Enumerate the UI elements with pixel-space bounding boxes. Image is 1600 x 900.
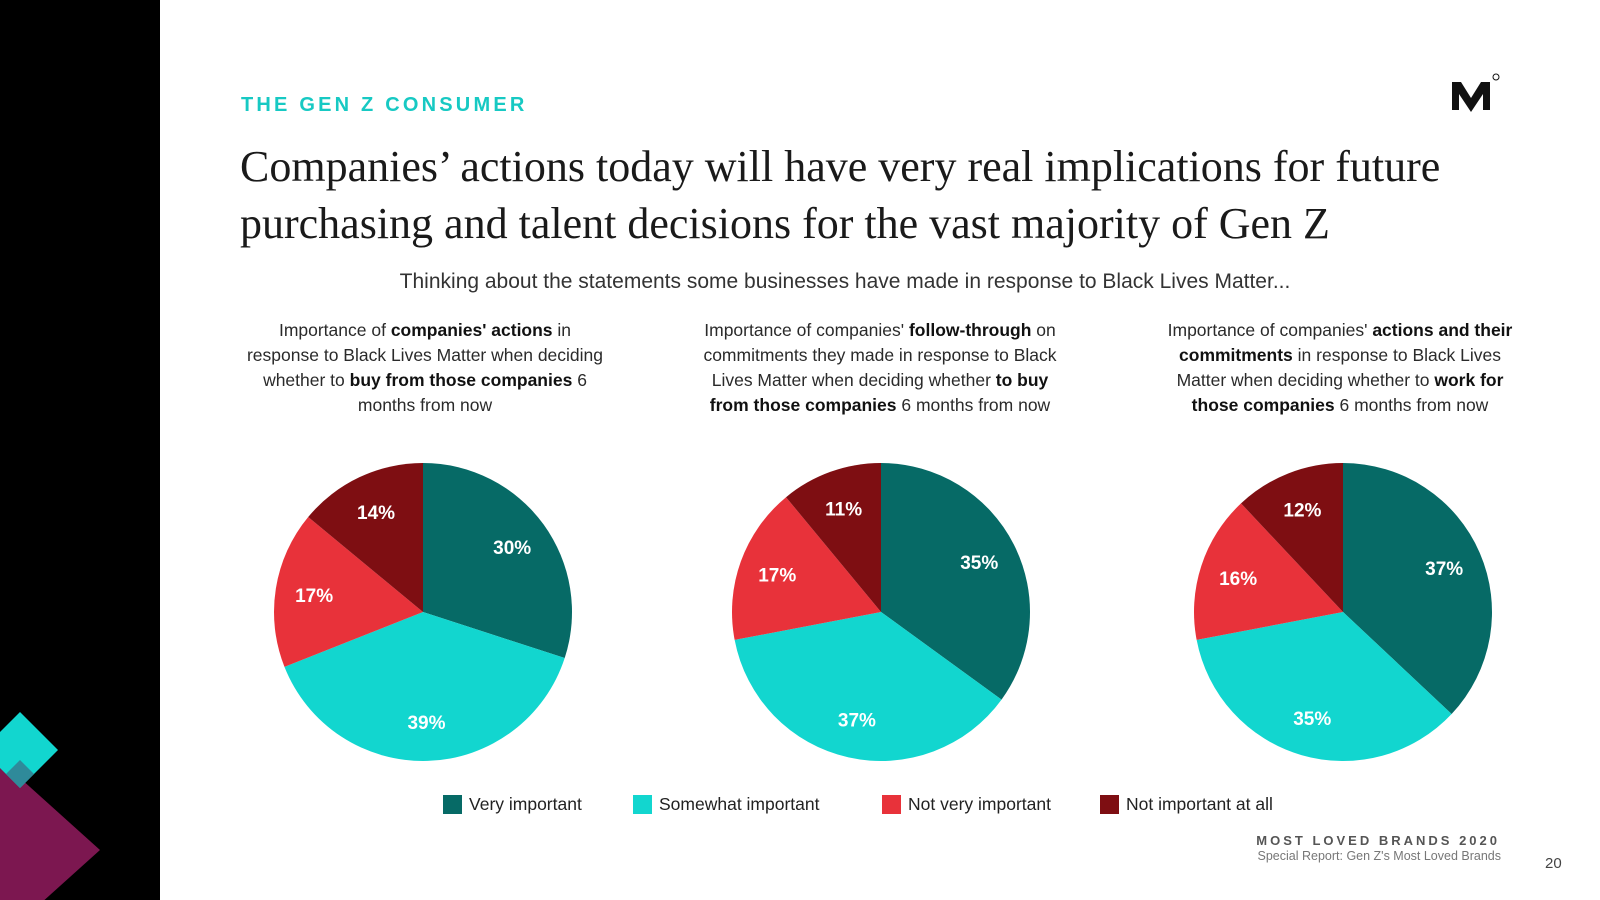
legend-swatch [443,795,462,814]
pie-label-very-important: 30% [493,538,531,559]
decorative-diamonds [0,712,100,900]
caption-text: 6 months from now [1334,395,1489,415]
headline-line-1: Companies’ actions today will have very … [240,142,1441,191]
overlap-diamond [6,760,34,788]
pie-chart-follow-through: 35% 37% 17% 11% [732,463,1030,761]
pie-label-not-very-important: 16% [1219,569,1257,590]
footer-title: MOST LOVED BRANDS 2020 [1256,833,1500,848]
caption-text: Importance of companies' [704,320,909,340]
pie-label-not-important-at-all: 12% [1283,500,1321,521]
pie-slice-somewhat-important [734,612,1002,761]
caption-text: in response to Black Lives Matter when d… [246,320,604,390]
caption-text: in response to Black Lives Matter when d… [1176,345,1501,390]
section-label: THE GEN Z CONSUMER [241,94,528,116]
pie-slice-very-important [881,463,1030,700]
magenta-diamond [0,760,100,900]
legend-item-somewhat-important: Somewhat important [633,794,820,815]
chart-1-caption: Importance of companies' actions in resp… [245,318,605,418]
pie-label-somewhat-important: 39% [407,713,445,734]
caption-bold-text: follow-through [908,320,1032,340]
legend-label: Very important [469,794,582,814]
page-headline: Companies’ actions today will have very … [240,138,1500,252]
caption-text: on commitments they made in response to … [703,320,1057,390]
caption-text: 6 months from now [357,370,587,415]
chart-subtitle: Thinking about the statements some busin… [399,270,1291,293]
legend-label: Somewhat important [659,794,820,814]
chart-legend: Very important Somewhat important Not ve… [0,794,1600,818]
legend-label: Not important at all [1126,794,1273,814]
pie-slice-not-important-at-all [308,463,423,612]
pie-chart-buy: 30% 39% 17% 14% [274,463,572,761]
caption-bold-text: actions and their commitments [1179,320,1513,365]
chart-2-caption: Importance of companies' follow-through … [700,318,1060,418]
caption-text: Importance of companies' [1167,320,1373,340]
pie-label-somewhat-important: 37% [838,711,876,732]
pie-slice-very-important [423,463,572,659]
pie-slice-somewhat-important [284,612,565,761]
left-sidebar-band [0,0,160,900]
caption-bold-text: work for those companies [1191,370,1504,415]
pie-label-not-very-important: 17% [758,566,796,587]
pie-slice-not-very-important [274,517,423,667]
page-number: 20 [1545,855,1562,872]
chart-3-caption: Importance of companies' actions and the… [1160,318,1520,418]
pie-chart-work-for: 37% 35% 16% 12% [1194,463,1492,761]
pie-slice-not-very-important [1194,503,1343,640]
caption-text: 6 months from now [896,395,1051,415]
caption-text: Importance of [278,320,391,340]
legend-swatch [882,795,901,814]
caption-bold-text: to buy from those companies [709,370,1049,415]
pie-slice-not-important-at-all [786,463,881,612]
legend-swatch [1100,795,1119,814]
footer-subtitle: Special Report: Gen Z's Most Loved Brand… [1257,849,1501,863]
legend-item-not-important-at-all: Not important at all [1100,794,1273,815]
pie-label-not-very-important: 17% [295,586,333,607]
legend-label: Not very important [908,794,1051,814]
pie-slice-not-important-at-all [1241,463,1343,612]
pie-label-not-important-at-all: 11% [825,499,862,520]
headline-line-2: purchasing and talent decisions for the … [240,199,1330,248]
caption-bold-text: companies' actions [390,320,553,340]
pie-slice-somewhat-important [1196,612,1452,761]
pie-slice-very-important [1343,463,1492,714]
legend-item-not-very-important: Not very important [882,794,1051,815]
pie-label-somewhat-important: 35% [1293,709,1331,730]
pie-label-very-important: 35% [960,553,998,574]
caption-bold-text: buy from those companies [349,370,573,390]
pie-label-very-important: 37% [1425,559,1463,580]
pie-slice-not-very-important [732,497,881,640]
legend-swatch [633,795,652,814]
legend-item-very-important: Very important [443,794,582,815]
brand-logo-icon [1452,73,1500,112]
pie-label-not-important-at-all: 14% [357,503,395,524]
